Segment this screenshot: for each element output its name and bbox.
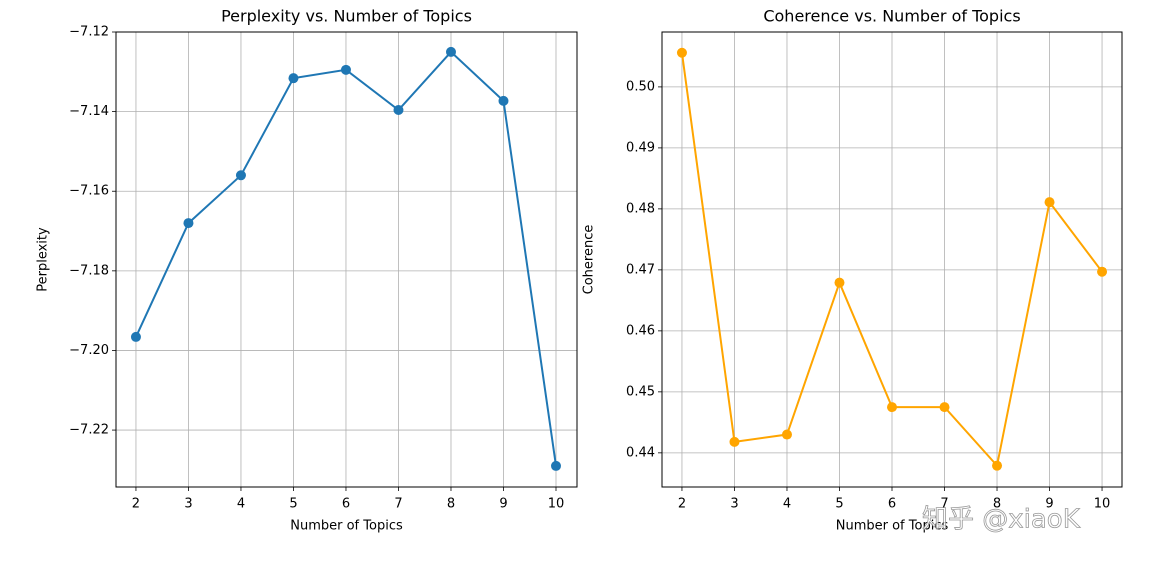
data-point xyxy=(183,218,194,229)
data-point xyxy=(393,105,404,116)
x-tick-label: 4 xyxy=(783,497,791,512)
data-point xyxy=(340,64,351,75)
y-tick-label: 0.48 xyxy=(626,201,655,216)
data-point xyxy=(676,47,687,58)
y-tick-label: 0.46 xyxy=(626,323,655,338)
x-tick-label: 7 xyxy=(940,497,948,512)
x-tick-label: 6 xyxy=(342,497,350,512)
data-point xyxy=(834,277,845,288)
y-tick-label: −7.18 xyxy=(69,263,109,278)
data-point xyxy=(550,460,561,471)
x-tick-label: 4 xyxy=(237,497,245,512)
plot-frame xyxy=(115,31,578,488)
plot: 2 3 4 5 6 7 8 9 10 0.44 0.45 0.46 0.47 0.48 0.49 0.50 Co… xyxy=(582,7,1123,534)
plot-frame xyxy=(661,31,1123,488)
y-tick-label: −7.16 xyxy=(69,184,109,199)
x-tick-label: 9 xyxy=(499,497,507,512)
data-point xyxy=(992,460,1003,471)
x-axis-label: Number of Topics xyxy=(836,519,949,534)
x-tick-label: 8 xyxy=(447,497,455,512)
x-tick-label: 2 xyxy=(678,497,686,512)
y-axis-label: Perplexity xyxy=(36,227,51,292)
y-tick-label: 0.49 xyxy=(626,140,655,155)
data-point xyxy=(498,95,509,106)
x-tick-label: 5 xyxy=(289,497,297,512)
x-tick-label: 10 xyxy=(548,497,565,512)
x-tick-label: 10 xyxy=(1094,497,1111,512)
y-tick-label: 0.44 xyxy=(626,445,655,460)
x-tick-label: 8 xyxy=(993,497,1001,512)
x-tick-label: 2 xyxy=(132,497,140,512)
x-tick-label: 3 xyxy=(184,497,192,512)
x-tick-label: 3 xyxy=(730,497,738,512)
data-point xyxy=(887,402,897,413)
y-tick-label: 0.45 xyxy=(626,384,655,399)
y-tick-label: −7.20 xyxy=(69,343,109,358)
data-point xyxy=(1044,197,1055,208)
y-tick-label: −7.22 xyxy=(69,423,109,438)
y-tick-label: 0.47 xyxy=(626,262,655,277)
x-tick-label: 9 xyxy=(1045,497,1053,512)
data-point xyxy=(939,402,950,413)
watermark: 知乎 @xiaoK xyxy=(922,505,1081,535)
x-tick-label: 6 xyxy=(888,497,896,512)
data-point xyxy=(235,170,246,181)
y-tick-label: −7.14 xyxy=(69,104,109,119)
data-point xyxy=(1097,266,1108,277)
data-point xyxy=(729,436,740,447)
plot: 2 3 4 5 6 7 8 9 10 −7.22 −7.20 −7.18 −7.16 −7.14 −7.12… xyxy=(36,7,578,534)
data-point xyxy=(130,331,141,342)
data-point xyxy=(445,46,456,57)
x-axis-label: Number of Topics xyxy=(290,519,403,534)
data-point xyxy=(288,73,299,84)
y-axis-label: Coherence xyxy=(582,225,597,295)
data-point xyxy=(781,429,792,440)
y-tick-label: 0.50 xyxy=(626,79,655,94)
x-tick-label: 5 xyxy=(835,497,843,512)
y-tick-label: −7.12 xyxy=(69,25,109,40)
chart-title: Coherence vs. Number of Topics xyxy=(763,7,1020,26)
chart-title: Perplexity vs. Number of Topics xyxy=(221,7,472,26)
x-tick-label: 7 xyxy=(394,497,402,512)
